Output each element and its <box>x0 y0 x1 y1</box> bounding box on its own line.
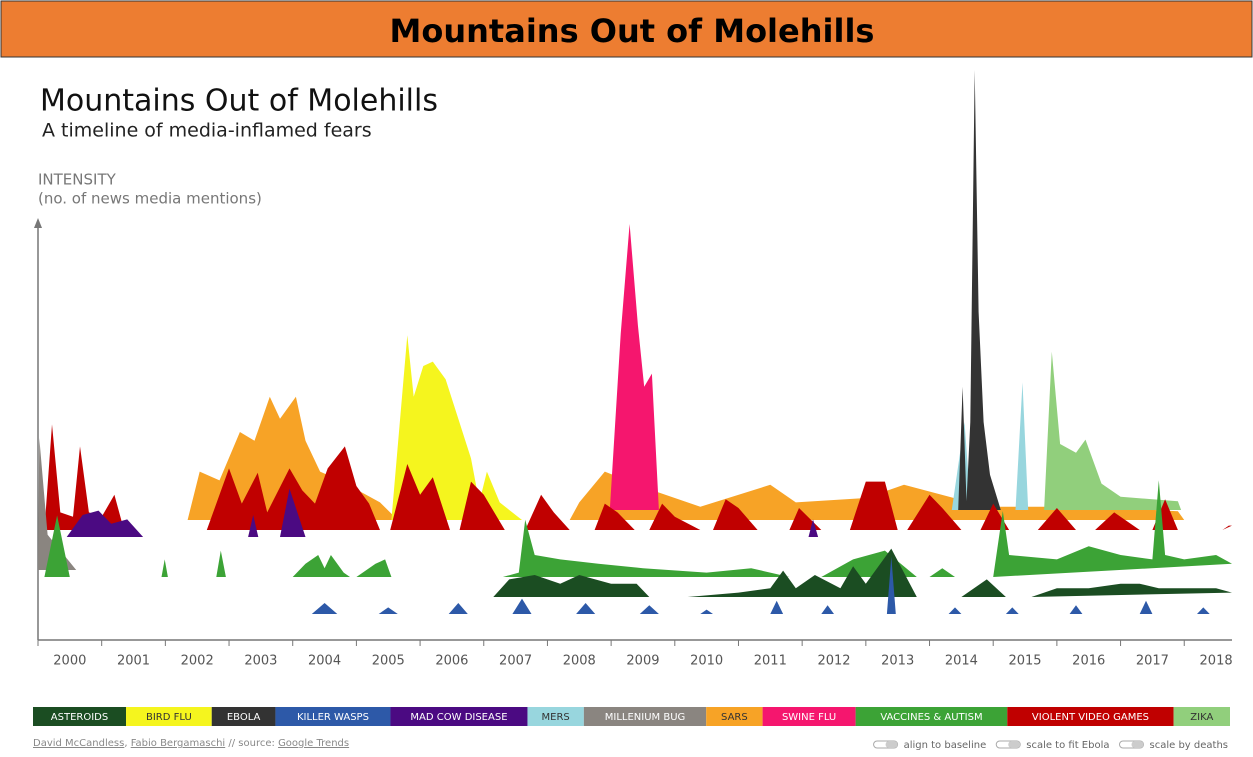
fear-area <box>44 424 1232 530</box>
legend: ASTEROIDS BIRD FLU EBOLA KILLER WASPS MAD CO… <box>33 707 1230 726</box>
x-tick-label: 2003 <box>244 654 277 669</box>
legend-label[interactable]: MERS <box>542 712 570 723</box>
x-tick-label: 2014 <box>945 654 978 669</box>
x-tick-label: 2016 <box>1072 654 1105 669</box>
legend-swatch[interactable] <box>33 707 127 726</box>
credit-text: // source: <box>225 738 278 749</box>
legend-swatch[interactable] <box>1173 707 1230 726</box>
legend-label[interactable]: EBOLA <box>227 712 261 723</box>
x-tick-label: 2009 <box>626 654 659 669</box>
x-tick-label: 2012 <box>817 654 850 669</box>
header-title: Mountains Out of Molehills <box>390 12 875 50</box>
credit-text: , <box>124 738 130 749</box>
legend-label[interactable]: MAD COW DISEASE <box>410 712 507 723</box>
legend-swatch[interactable] <box>583 707 707 726</box>
legend-swatch[interactable] <box>855 707 1008 726</box>
x-tick-label: 2018 <box>1200 654 1233 669</box>
legend-swatch[interactable] <box>706 707 763 726</box>
legend-swatch[interactable] <box>126 707 212 726</box>
x-tick-label: 2011 <box>754 654 787 669</box>
y-axis-label: INTENSITY <box>38 171 117 189</box>
credit-link[interactable]: Google Trends <box>278 738 349 749</box>
x-tick-label: 2004 <box>308 654 341 669</box>
areas <box>38 70 1232 614</box>
legend-label[interactable]: BIRD FLU <box>146 712 192 723</box>
x-tick-label: 2001 <box>117 654 150 669</box>
fear-area <box>66 488 819 537</box>
y-axis-label: (no. of news media mentions) <box>38 190 262 208</box>
fear-area <box>493 548 1232 597</box>
x-tick-label: 2006 <box>435 654 468 669</box>
x-axis-ticks: 2000 2001 2002 2003 2004 2005 2006 2007 2008 2009… <box>37 640 1233 669</box>
toggle-knob[interactable] <box>1131 741 1144 748</box>
legend-label[interactable]: ZIKA <box>1190 712 1213 723</box>
x-tick-label: 2002 <box>181 654 214 669</box>
fear-area <box>1044 351 1182 510</box>
legend-swatch[interactable] <box>1007 707 1174 726</box>
y-axis-arrow <box>34 218 42 228</box>
x-tick-label: 2008 <box>563 654 596 669</box>
toggle-knob[interactable] <box>885 741 898 748</box>
fear-area <box>958 70 1001 510</box>
legend-label[interactable]: MILLENIUM BUG <box>605 712 686 723</box>
legend-swatch[interactable] <box>762 707 856 726</box>
legend-label[interactable]: SARS <box>721 712 748 723</box>
control-label[interactable]: align to baseline <box>904 740 987 751</box>
credit-link[interactable]: David McCandless <box>33 738 124 749</box>
credit-link[interactable]: Fabio Bergamaschi <box>131 738 226 749</box>
credits: David McCandless, Fabio Bergamaschi // s… <box>33 738 349 749</box>
legend-label[interactable]: SWINE FLU <box>782 712 836 723</box>
control-label[interactable]: scale to fit Ebola <box>1026 740 1109 751</box>
x-tick-label: 2005 <box>372 654 405 669</box>
x-tick-label: 2013 <box>881 654 914 669</box>
chart-subtitle: A timeline of media-inflamed fears <box>42 120 372 142</box>
x-tick-label: 2017 <box>1136 654 1169 669</box>
legend-swatch[interactable] <box>211 707 276 726</box>
x-tick-label: 2015 <box>1008 654 1041 669</box>
legend-label[interactable]: ASTEROIDS <box>51 712 108 723</box>
controls: scale by deaths scale to fit Ebola align t… <box>873 740 1229 751</box>
legend-label[interactable]: VACCINES & AUTISM <box>880 712 982 723</box>
legend-label[interactable]: KILLER WASPS <box>297 712 369 723</box>
x-tick-label: 2007 <box>499 654 532 669</box>
header-bar <box>0 0 1253 58</box>
legend-swatch[interactable] <box>527 707 584 726</box>
fear-area <box>44 480 1232 577</box>
chart-title: Mountains Out of Molehills <box>40 84 438 119</box>
fear-area <box>38 438 77 570</box>
control-label[interactable]: scale by deaths <box>1150 740 1229 751</box>
fear-area <box>391 335 522 520</box>
x-tick-label: 2000 <box>53 654 86 669</box>
legend-swatch[interactable] <box>390 707 528 726</box>
fear-area <box>609 224 659 510</box>
legend-swatch[interactable] <box>275 707 391 726</box>
toggle-knob[interactable] <box>1008 741 1021 748</box>
x-tick-label: 2010 <box>690 654 723 669</box>
legend-label[interactable]: VIOLENT VIDEO GAMES <box>1032 712 1149 723</box>
